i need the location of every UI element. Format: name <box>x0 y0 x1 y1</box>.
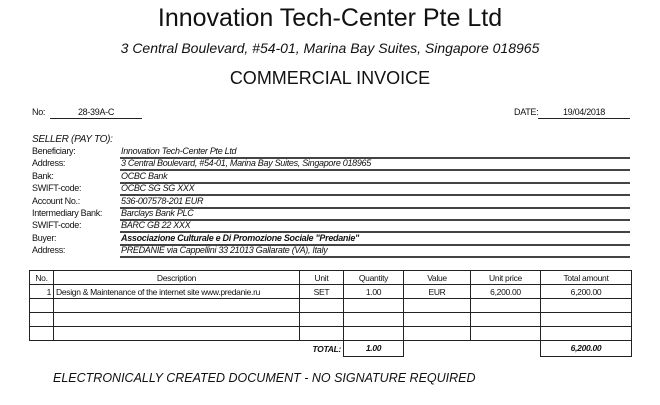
company-address: 3 Central Boulevard, #54-01, Marina Bay … <box>120 40 540 56</box>
field-row: Buyer: Associazione Culturale e Di Promoz… <box>32 232 630 246</box>
invoice-no-value: 28-39A-C <box>50 107 142 119</box>
field-value: Barclays Bank PLC <box>120 208 630 221</box>
field-value: OCBC SG SG XXX <box>120 183 630 197</box>
field-label: Account No.: <box>32 195 80 206</box>
cell-value: EUR <box>403 284 471 299</box>
field-value: OCBC Bank <box>120 171 630 184</box>
header-unit-price: Unit price <box>470 270 541 285</box>
field-row: Account No.: 536-007578-201 EUR <box>32 195 630 209</box>
cell-unit: SET <box>299 284 344 299</box>
document-title: COMMERCIAL INVOICE <box>229 68 431 88</box>
table-header-row: No. Description Unit Quantity Value Unit… <box>29 270 632 285</box>
field-value: PREDANIE via Cappellini 33 21013 Gallara… <box>120 245 630 259</box>
header-no: No. <box>29 270 54 285</box>
seller-heading: SELLER (PAY TO): <box>32 134 113 145</box>
field-value: 3 Central Boulevard, #54-01, Marina Bay … <box>120 158 630 172</box>
cell-description: Design & Maintenance of the internet sit… <box>53 284 300 299</box>
field-label: Address: <box>32 245 66 256</box>
total-row: TOTAL: 1.00 6,200.00 <box>30 340 632 357</box>
empty-row <box>29 298 632 313</box>
header-total-amount: Total amount <box>540 270 632 285</box>
header-description: Description <box>53 270 300 285</box>
field-value: BARC GB 22 XXX <box>120 220 630 234</box>
field-value: 536-007578-201 EUR <box>120 196 630 209</box>
cell-unit-price: 6,200.00 <box>470 284 541 299</box>
field-value: Innovation Tech-Center Pte Ltd <box>120 146 630 159</box>
company-name: Innovation Tech-Center Pte Ltd <box>157 4 503 32</box>
field-row: Intermediary Bank: Barclays Bank PLC <box>32 208 630 221</box>
cell-no: 1 <box>29 284 54 299</box>
field-row: Beneficiary: Innovation Tech-Center Pte L… <box>32 146 630 159</box>
date-label: DATE: <box>514 107 539 117</box>
header-quantity: Quantity <box>343 270 404 285</box>
footer-note: ELECTRONICALLY CREATED DOCUMENT - NO SIG… <box>53 371 476 385</box>
table-row: 1 Design & Maintenance of the internet s… <box>29 284 632 299</box>
field-value: Associazione Culturale e Di Promozione S… <box>120 233 630 246</box>
field-row: Address: 3 Central Boulevard, #54-01, Mar… <box>32 158 630 172</box>
field-label: Beneficiary: <box>32 146 76 156</box>
date-value: 19/04/2018 <box>538 107 630 119</box>
field-label: Intermediary Bank: <box>32 208 103 218</box>
cell-quantity: 1.00 <box>343 284 404 299</box>
field-label: SWIFT-code: <box>32 220 82 231</box>
invoice-no-label: No: <box>32 107 46 117</box>
total-amount: 6,200.00 <box>540 340 632 357</box>
field-label: Bank: <box>32 170 54 181</box>
field-label: Address: <box>32 158 66 169</box>
field-row: Address: PREDANIE via Cappellini 33 21013… <box>32 245 630 259</box>
header-unit: Unit <box>299 270 344 285</box>
total-label: TOTAL: <box>312 343 341 354</box>
empty-row <box>29 326 632 341</box>
field-row: Bank: OCBC Bank <box>32 170 630 184</box>
field-row: SWIFT-code: OCBC SG SG XXX <box>32 183 630 197</box>
field-label: SWIFT-code: <box>32 183 82 194</box>
cell-total: 6,200.00 <box>540 284 632 299</box>
header-value: Value <box>403 270 471 285</box>
total-quantity: 1.00 <box>343 340 404 357</box>
items-table: No. Description Unit Quantity Value Unit… <box>29 270 632 357</box>
empty-row <box>29 312 632 327</box>
field-label: Buyer: <box>32 232 57 243</box>
field-row: SWIFT-code: BARC GB 22 XXX <box>32 220 630 234</box>
